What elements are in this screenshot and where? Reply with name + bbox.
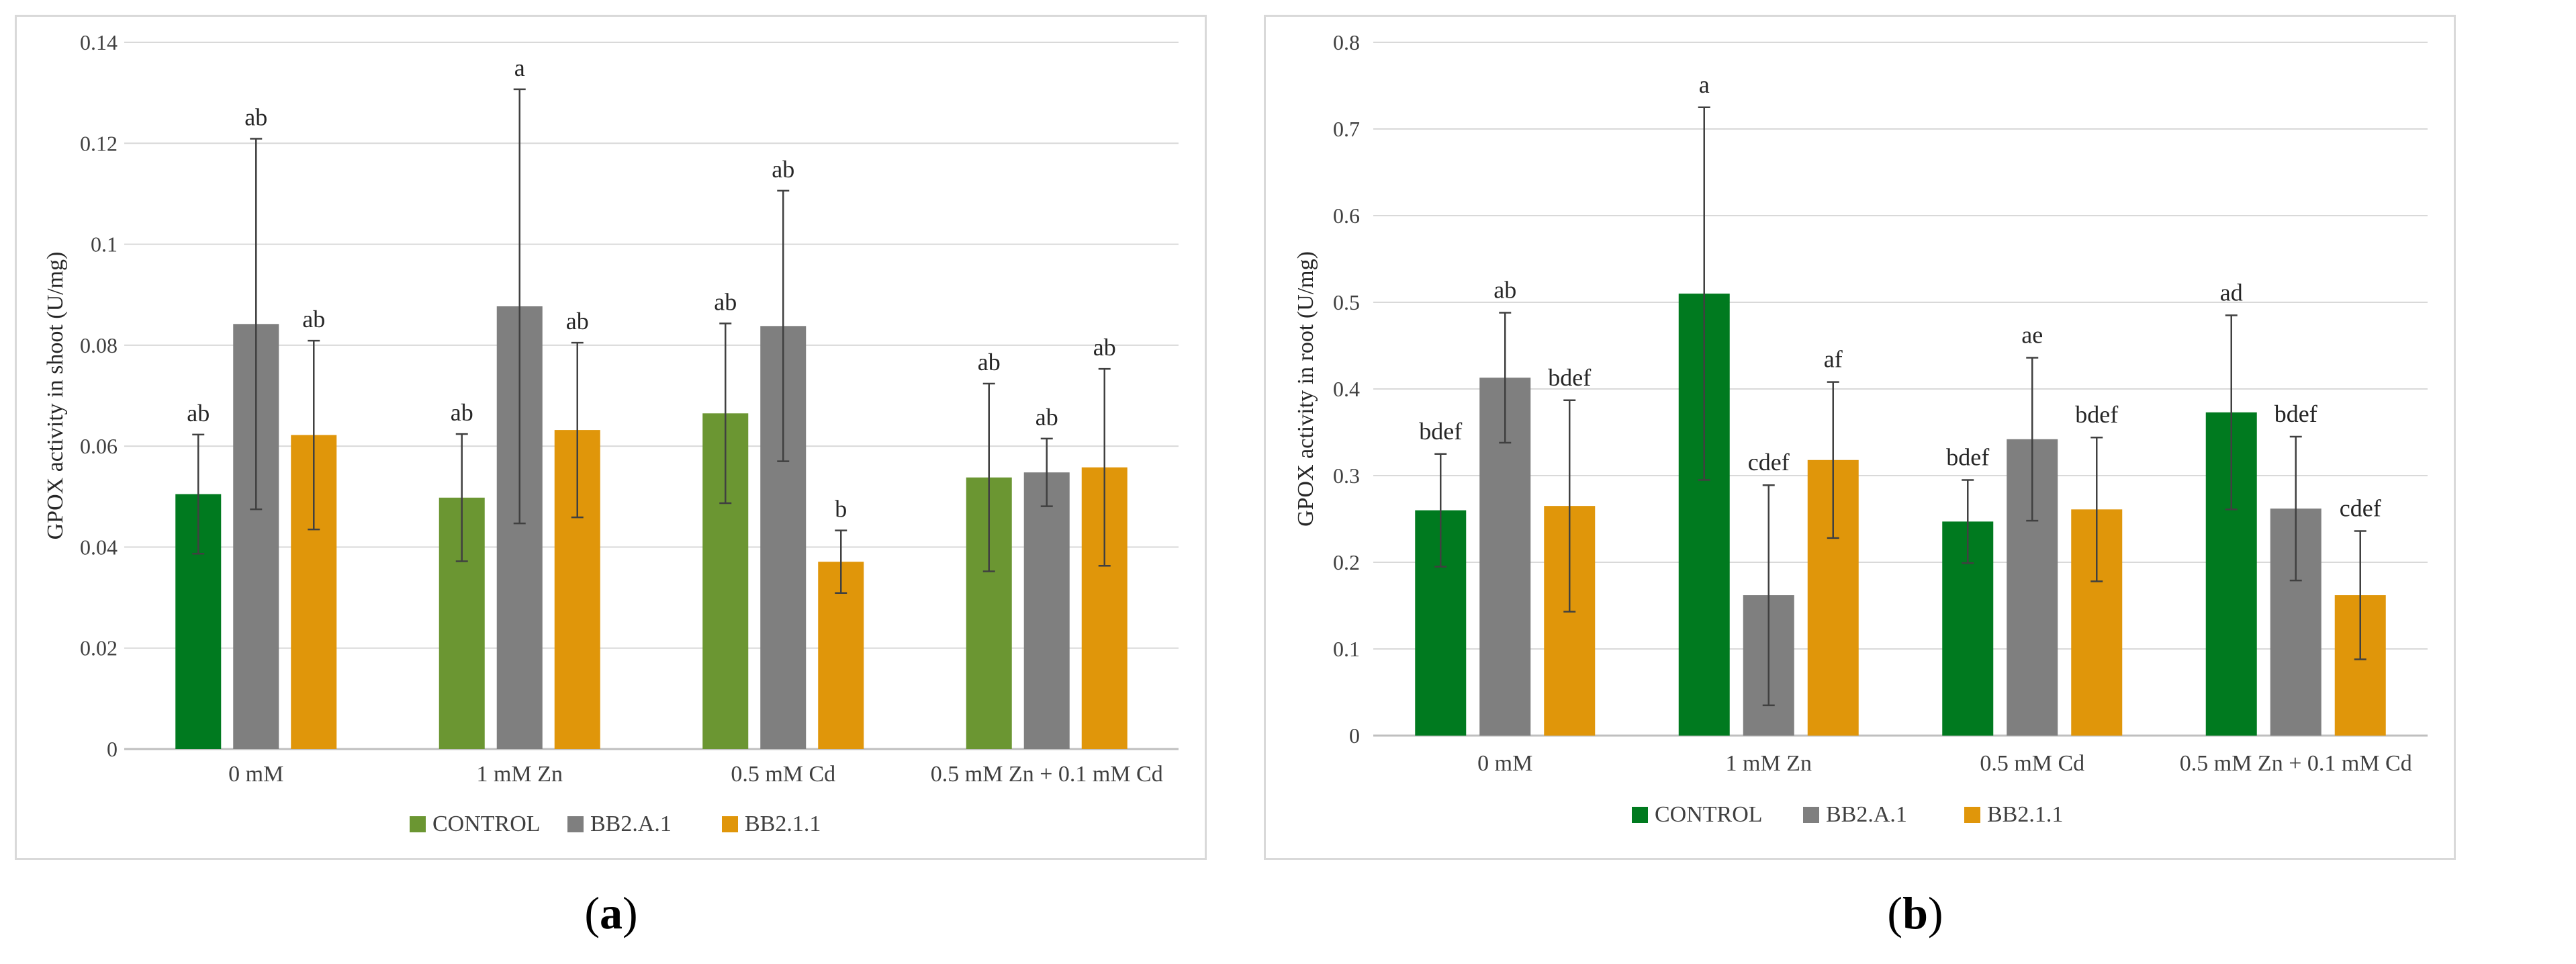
chart-panel-b: 0 0.1 0.2 0.3 0.4 0.5 0.6 0.7 0.8 GPOX activity i… [1264,15,2456,860]
legend-swatch [722,816,738,832]
x-tick-label: 0.5 mM Cd [731,762,835,787]
y-tick-label: 0.3 [1333,464,1360,488]
significance-letter: bdef [2274,400,2317,427]
y-tick-label: 0.02 [80,636,118,660]
chart-a-svg: 0 0.02 0.04 0.06 0.08 0.1 0.12 0.14 GPOX activit… [43,30,1179,836]
x-tick-label: 1 mM Zn [477,762,563,787]
chart-panel-a: 0 0.02 0.04 0.06 0.08 0.1 0.12 0.14 GPOX activit… [15,15,1207,860]
significance-letter: ab [978,349,1001,376]
significance-letter: bdef [1946,443,1989,470]
y-tick-label: 0 [1349,724,1360,748]
significance-letter: ab [302,306,325,333]
significance-letter: ab [244,104,267,131]
significance-letter: ab [714,289,737,316]
significance-letter: af [1824,346,1843,373]
legend-label: CONTROL [432,812,541,836]
y-tick-label: 0.1 [1333,637,1360,661]
y-tick-label: 0.7 [1333,117,1360,141]
chart-b-svg: 0 0.1 0.2 0.3 0.4 0.5 0.6 0.7 0.8 GPOX activity i… [1293,30,2428,827]
y-tick-label: 0.2 [1333,550,1360,574]
y-tick-label: 0.4 [1333,377,1360,401]
significance-letter: bdef [1548,364,1591,391]
significance-letter: ab [1493,276,1516,303]
legend-swatch [410,816,426,832]
y-tick-label: 0.8 [1333,30,1360,54]
x-tick-label: 0 mM [1477,751,1532,776]
significance-letter: ab [1036,404,1058,431]
y-tick-label: 0.04 [80,535,118,559]
significance-letter: a [1699,71,1710,98]
legend-swatch [567,816,584,832]
y-tick-label: 0.08 [80,333,118,357]
y-axis-label: GPOX activity in shoot (U/mg) [43,252,68,540]
significance-letter: b [835,496,847,523]
significance-letter: ad [2220,279,2243,306]
legend-label: BB2.A.1 [590,812,672,836]
y-tick-label: 0.06 [80,434,118,458]
x-tick-label: 0.5 mM Zn + 0.1 mM Cd [2180,751,2412,776]
legend-label: CONTROL [1655,802,1763,827]
significance-letter: a [514,54,525,81]
panel-label-a: (a) [584,887,638,938]
significance-letter: ae [2021,322,2043,349]
significance-letter: cdef [2340,495,2381,522]
y-tick-label: 0.12 [80,131,118,155]
significance-letter: bdef [1419,418,1462,445]
significance-letter: ab [187,400,210,427]
significance-letter: bdef [2075,401,2118,428]
y-tick-label: 0.1 [91,232,118,257]
x-tick-label: 0.5 mM Cd [1980,751,2084,776]
significance-letter: ab [451,399,473,426]
significance-letter: ab [772,156,794,183]
legend-label: BB2.1.1 [1987,802,2063,827]
legend-swatch [1632,807,1648,823]
x-tick-label: 0 mM [228,762,283,787]
y-axis-label: GPOX activity in root (U/mg) [1293,251,1318,527]
legend-swatch [1964,807,1980,823]
y-tick-label: 0 [107,737,118,761]
legend-label: BB2.A.1 [1826,802,1907,827]
significance-letter: ab [1093,334,1116,361]
legend-label: BB2.1.1 [745,812,821,836]
y-tick-label: 0.6 [1333,204,1360,228]
significance-letter: cdef [1748,449,1790,476]
bar [1023,472,1070,749]
x-tick-label: 1 mM Zn [1726,751,1812,776]
y-tick-label: 0.5 [1333,290,1360,314]
panel-label-b: (b) [1887,887,1943,938]
legend-swatch [1803,807,1819,823]
x-tick-label: 0.5 mM Zn + 0.1 mM Cd [931,762,1163,787]
significance-letter: ab [566,308,589,335]
y-tick-label: 0.14 [80,30,118,54]
